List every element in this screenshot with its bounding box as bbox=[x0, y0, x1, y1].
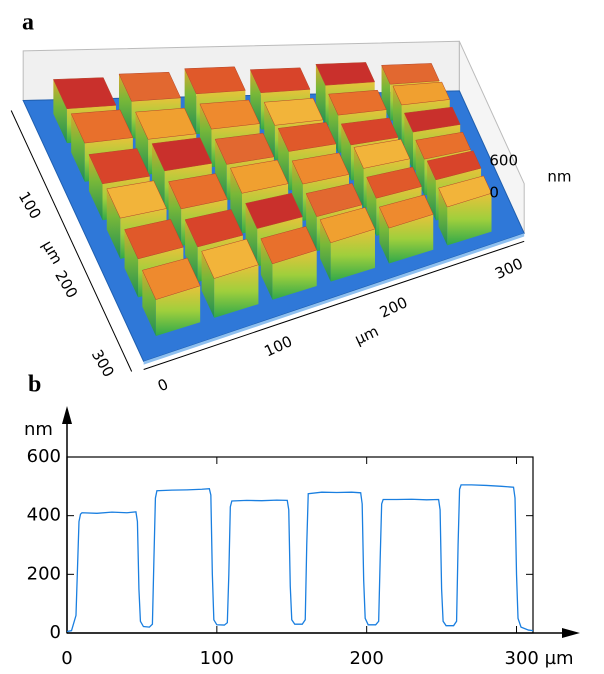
panel-label: a bbox=[22, 10, 34, 36]
y-tick-label: 0 bbox=[50, 622, 61, 643]
x-unit: µm bbox=[352, 322, 382, 349]
plot-frame bbox=[67, 457, 533, 633]
y-tick-label: 0 bbox=[0, 118, 3, 135]
x-tick-label: 0 bbox=[155, 375, 171, 395]
x-tick-label: 0 bbox=[61, 648, 72, 669]
y-tick-label: 200 bbox=[51, 267, 81, 301]
z-tick-label: 0 bbox=[489, 183, 499, 201]
panel-b: b nm 0 200 400 600 0 100 200 300 µm bbox=[24, 372, 580, 670]
x-arrow bbox=[562, 628, 580, 638]
x-tick-label: 100 bbox=[262, 332, 296, 360]
block-top bbox=[316, 62, 375, 85]
body: {"panel_a": {"label": "a", "x_ticks": [0… bbox=[0, 0, 604, 670]
z-unit: nm bbox=[547, 167, 571, 185]
x-tick-label: 300 bbox=[492, 254, 526, 282]
block-top bbox=[250, 68, 310, 93]
page: body { margin: 0; width: 604px; height: … bbox=[0, 0, 604, 670]
y-axis-label: nm bbox=[24, 419, 53, 440]
x-tick-label: 200 bbox=[377, 293, 411, 321]
x-tick-label: 300 µm bbox=[505, 648, 574, 669]
y-tick-label: 200 bbox=[27, 563, 61, 584]
panel-a: 0 100 200 300 µm 0 100 200 300 µm 600 0 nm bbox=[0, 41, 571, 395]
block-top bbox=[382, 63, 440, 84]
figure: 0 100 200 300 µm 0 100 200 300 µm 600 0 nm a b nm 0 200… bbox=[0, 0, 604, 670]
y-tick-label: 600 bbox=[27, 446, 61, 467]
y-tick-label: 100 bbox=[15, 188, 45, 222]
x-tick-label: 100 bbox=[200, 648, 234, 669]
panel-label: b bbox=[28, 372, 41, 398]
y-unit: µm bbox=[38, 237, 66, 267]
y-tick-label: 400 bbox=[27, 505, 61, 526]
y-arrow bbox=[62, 406, 72, 424]
data-line bbox=[67, 485, 533, 632]
z-tick-label: 600 bbox=[489, 151, 518, 169]
y-tick-label: 300 bbox=[88, 347, 118, 381]
x-tick-label: 200 bbox=[349, 648, 383, 669]
